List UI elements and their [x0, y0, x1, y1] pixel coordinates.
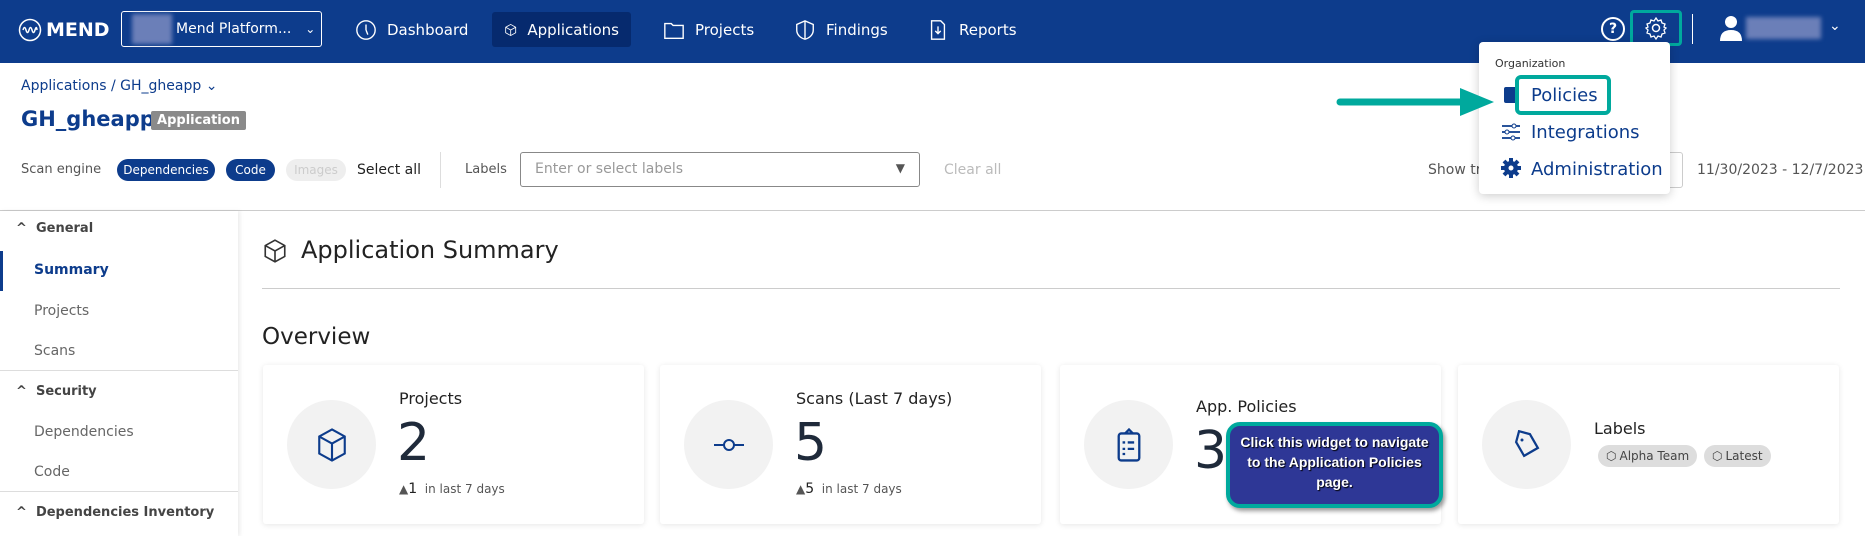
show-trend-label: Show tr	[1428, 162, 1482, 178]
sidebar: ^ General Summary Projects Scans ^ Secur…	[0, 211, 238, 536]
divider	[1692, 14, 1693, 44]
arrow-annotation-icon	[1336, 88, 1494, 116]
cube-icon	[317, 427, 346, 462]
gear-icon	[1501, 158, 1521, 178]
clipboard-icon	[1504, 87, 1518, 103]
icon-circle	[1482, 400, 1571, 489]
divider	[0, 370, 238, 371]
tag-icon	[1514, 429, 1539, 457]
callout-tooltip: Click this widget to navigate to the App…	[1226, 422, 1443, 508]
settings-button[interactable]	[1630, 10, 1682, 46]
org-selector[interactable]: Mend Platform... ⌄	[121, 11, 322, 47]
divider	[440, 152, 441, 188]
section-title: Application Summary	[301, 236, 559, 264]
cube-icon: ⬡	[1712, 449, 1723, 463]
shield-icon	[796, 19, 814, 40]
nav-applications[interactable]: Applications	[492, 12, 631, 47]
arrow-up-icon: ▲	[796, 482, 806, 496]
dropdown-arrow-icon: ▼	[895, 161, 905, 175]
org-avatar	[132, 14, 172, 44]
cube-icon	[505, 23, 517, 36]
divider	[262, 288, 1840, 289]
chevron-down-icon[interactable]: ⌄	[205, 78, 218, 94]
arrow-up-icon: ▲	[399, 482, 409, 496]
menu-item-integrations[interactable]: Integrations	[1531, 122, 1640, 143]
highlight-box	[1515, 75, 1611, 115]
sidebar-item-dependencies[interactable]: Dependencies	[34, 424, 134, 440]
projects-widget[interactable]: Projects 2 ▲1 in last 7 days	[263, 365, 644, 524]
sidebar-item-projects[interactable]: Projects	[34, 303, 90, 319]
scan-engine-label: Scan engine	[21, 162, 102, 177]
engine-images[interactable]: Images	[286, 159, 346, 181]
user-name[interactable]	[1746, 17, 1821, 39]
user-icon[interactable]	[1719, 15, 1743, 41]
labels-input[interactable]: Enter or select labels ▼	[520, 152, 920, 187]
icon-circle	[1084, 400, 1173, 489]
nav-findings[interactable]: Findings	[782, 12, 900, 47]
date-range[interactable]: 11/30/2023 - 12/7/2023	[1697, 162, 1864, 178]
menu-item-administration[interactable]: Administration	[1531, 159, 1663, 180]
sidebar-section-security[interactable]: ^ Security	[16, 384, 97, 399]
divider	[0, 491, 238, 492]
menu-item-policies[interactable]: Policies	[1531, 85, 1598, 106]
label-chip[interactable]: ⬡ Latest	[1704, 445, 1771, 467]
top-bar: MEND Mend Platform... ⌄ Dashboard Applic…	[0, 0, 1865, 63]
nav-dashboard[interactable]: Dashboard	[343, 12, 480, 47]
nav-reports[interactable]: Reports	[915, 12, 1029, 47]
active-indicator	[0, 251, 3, 291]
sidebar-item-scans[interactable]: Scans	[34, 343, 76, 359]
mend-logo[interactable]: MEND	[18, 18, 110, 42]
page-title: GH_gheapp	[21, 107, 155, 131]
nav-projects[interactable]: Projects	[651, 12, 766, 47]
chevron-down-icon: ⌄	[305, 22, 316, 36]
folder-icon	[664, 22, 684, 39]
sidebar-section-dependencies-inventory[interactable]: ^ Dependencies Inventory	[16, 505, 215, 520]
divider	[0, 210, 1865, 211]
cube-icon: ⬡	[1606, 449, 1617, 463]
dashboard-icon	[356, 19, 376, 40]
commit-icon	[713, 438, 744, 451]
type-badge: Application	[151, 111, 246, 130]
breadcrumb: Applications / GH_gheapp ⌄	[21, 78, 218, 94]
report-icon	[930, 19, 946, 40]
select-all-link[interactable]: Select all	[357, 162, 421, 178]
breadcrumb-current[interactable]: GH_gheapp	[120, 78, 202, 94]
sliders-icon	[1502, 123, 1520, 141]
icon-circle	[684, 400, 773, 489]
clear-all-button[interactable]: Clear all	[944, 162, 1002, 178]
overview-heading: Overview	[262, 324, 371, 350]
settings-menu: Organization Policies Integrations Admin…	[1479, 42, 1670, 194]
sidebar-item-code[interactable]: Code	[34, 464, 70, 480]
clipboard-icon	[1117, 427, 1140, 462]
engine-dependencies[interactable]: Dependencies	[117, 159, 215, 181]
cube-icon	[264, 239, 286, 263]
breadcrumb-applications[interactable]: Applications	[21, 78, 107, 94]
labels-widget[interactable]: Labels ⬡ Alpha Team ⬡ Latest	[1458, 365, 1839, 524]
sidebar-item-summary[interactable]: Summary	[34, 262, 109, 278]
labels-label: Labels	[465, 162, 507, 177]
scans-widget[interactable]: Scans (Last 7 days) 5 ▲5 in last 7 days	[660, 365, 1041, 524]
label-chip[interactable]: ⬡ Alpha Team	[1598, 445, 1698, 467]
logo-icon	[18, 18, 42, 42]
icon-circle	[287, 400, 376, 489]
menu-section-label: Organization	[1495, 57, 1566, 70]
help-icon[interactable]: ?	[1601, 17, 1625, 41]
sidebar-section-general[interactable]: ^ General	[16, 221, 94, 236]
engine-code[interactable]: Code	[226, 159, 275, 181]
chevron-down-icon[interactable]: ⌄	[1829, 18, 1841, 34]
gear-icon	[1644, 16, 1668, 40]
